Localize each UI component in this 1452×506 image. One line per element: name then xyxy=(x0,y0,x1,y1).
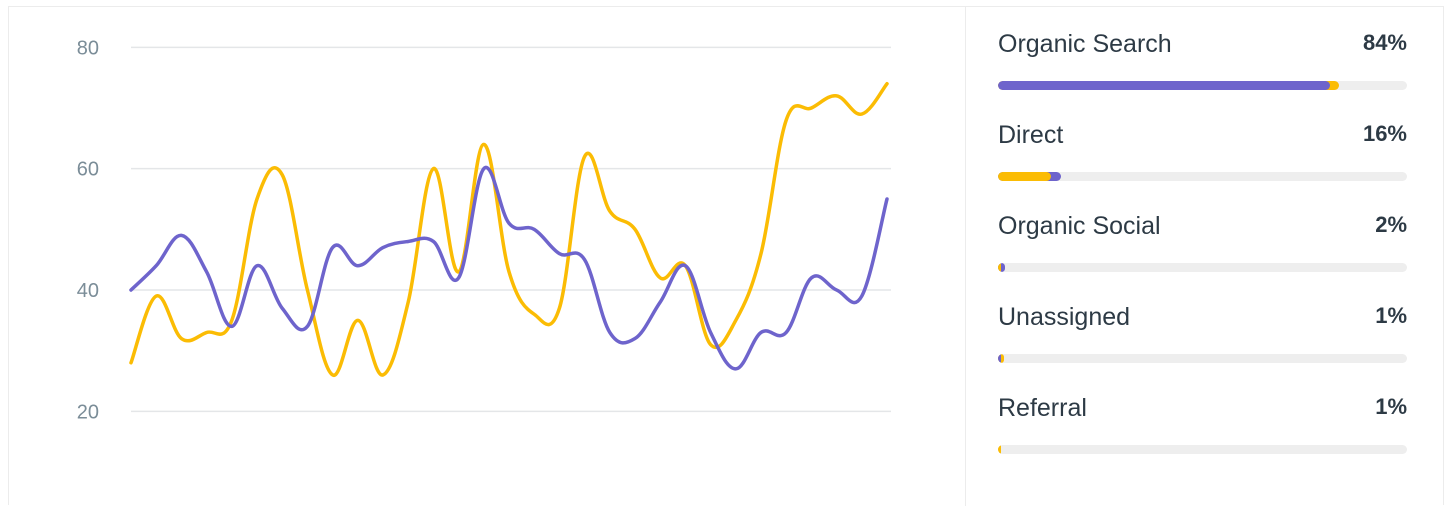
channel-referral[interactable]: Referral 1% xyxy=(998,394,1407,485)
y-tick-label: 60 xyxy=(77,159,99,181)
channel-share-bar xyxy=(998,81,1407,90)
channel-organic-social[interactable]: Organic Social 2% xyxy=(998,212,1407,303)
channel-percent: 1% xyxy=(1375,394,1407,419)
bar-segment xyxy=(998,263,1005,272)
y-tick-label: 40 xyxy=(77,280,99,302)
bar-segment xyxy=(998,263,1002,272)
bar-segment xyxy=(998,81,1331,90)
y-tick-label: 80 xyxy=(77,37,99,59)
bar-segment xyxy=(998,172,1052,181)
channel-breakdown: Organic Search 84% Direct 16% Organic So… xyxy=(998,30,1407,485)
channel-label: Referral xyxy=(998,394,1087,422)
channel-label: Direct xyxy=(998,121,1064,149)
channel-percent: 1% xyxy=(1375,303,1407,328)
traffic-line-chart: 80 60 40 20 xyxy=(77,37,891,423)
channel-share-bar xyxy=(998,445,1407,454)
bar-segment xyxy=(998,445,1001,454)
channel-percent: 2% xyxy=(1375,212,1407,237)
channel-share-bar xyxy=(998,354,1407,363)
chart-gridlines xyxy=(131,46,891,413)
bar-segment xyxy=(998,354,1004,363)
y-tick-label: 20 xyxy=(77,401,99,423)
channel-percent: 84% xyxy=(1362,30,1407,55)
series-line-2 xyxy=(129,165,889,371)
channel-label: Organic Social xyxy=(998,212,1161,240)
channel-label: Organic Search xyxy=(998,30,1172,58)
channel-unassigned[interactable]: Unassigned 1% xyxy=(998,303,1407,394)
series-line-1 xyxy=(129,81,889,377)
y-axis-ticks: 80 60 40 20 xyxy=(77,37,99,423)
channel-direct[interactable]: Direct 16% xyxy=(998,121,1407,212)
panel-divider xyxy=(965,7,966,506)
channel-label: Unassigned xyxy=(998,303,1131,331)
channel-percent: 16% xyxy=(1362,121,1407,146)
channel-share-bar xyxy=(998,263,1407,272)
channel-share-bar xyxy=(998,172,1407,181)
channel-organic-search[interactable]: Organic Search 84% xyxy=(998,30,1407,121)
chart-series xyxy=(129,81,889,377)
bar-segment xyxy=(998,354,1001,363)
